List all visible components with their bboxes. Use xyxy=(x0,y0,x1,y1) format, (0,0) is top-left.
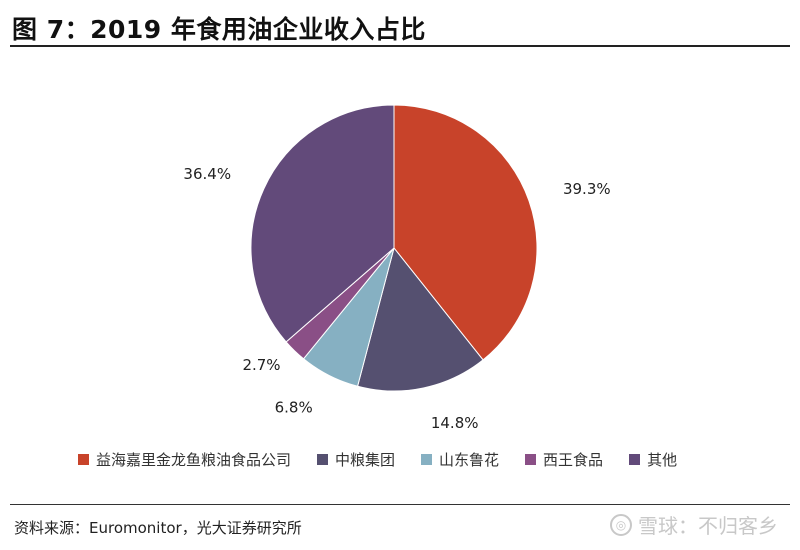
legend-label: 益海嘉里金龙鱼粮油食品公司 xyxy=(96,451,292,469)
value-label-others: 36.4% xyxy=(183,165,231,183)
legend-item-others: 其他 xyxy=(629,449,677,470)
legend-label: 西王食品 xyxy=(543,451,604,469)
legend: 益海嘉里金龙鱼粮油食品公司 中粮集团 山东鲁花 西王食品 其他 xyxy=(78,449,677,470)
chart-title: 图 7：2019 年食用油企业收入占比 xyxy=(12,15,426,44)
watermark-text: 雪球：不归客乡 xyxy=(638,514,778,538)
legend-item-xiwang: 西王食品 xyxy=(525,449,603,470)
slice-cofco xyxy=(356,246,484,392)
watermark: ◎ 雪球：不归客乡 xyxy=(610,510,778,539)
legend-item-yihai: 益海嘉里金龙鱼粮油食品公司 xyxy=(78,449,291,470)
legend-item-luhua: 山东鲁花 xyxy=(421,449,499,470)
legend-label: 中粮集团 xyxy=(335,451,396,469)
legend-label: 山东鲁花 xyxy=(439,451,500,469)
value-label-luhua: 6.8% xyxy=(275,398,313,416)
legend-swatch xyxy=(421,454,433,465)
value-label-xiwang: 2.7% xyxy=(242,356,280,374)
legend-swatch xyxy=(317,454,329,465)
legend-swatch xyxy=(78,454,89,465)
legend-label: 其他 xyxy=(647,451,678,469)
legend-swatch xyxy=(525,454,537,465)
value-label-cofco: 14.8% xyxy=(431,414,479,432)
slice-others xyxy=(250,104,395,343)
legend-item-cofco: 中粮集团 xyxy=(317,449,395,470)
snowball-logo-icon: ◎ xyxy=(610,513,632,536)
slice-yihai xyxy=(393,104,538,361)
legend-swatch xyxy=(629,454,641,465)
source-note: 资料来源：Euromonitor，光大证券研究所 xyxy=(14,519,302,537)
footer-divider xyxy=(10,504,790,505)
title-divider xyxy=(10,45,790,47)
value-label-yihai: 39.3% xyxy=(563,180,611,198)
pie-slices xyxy=(250,104,538,392)
pie-value-labels: 39.3% 14.8% 6.8% 2.7% 36.4% xyxy=(183,165,610,432)
